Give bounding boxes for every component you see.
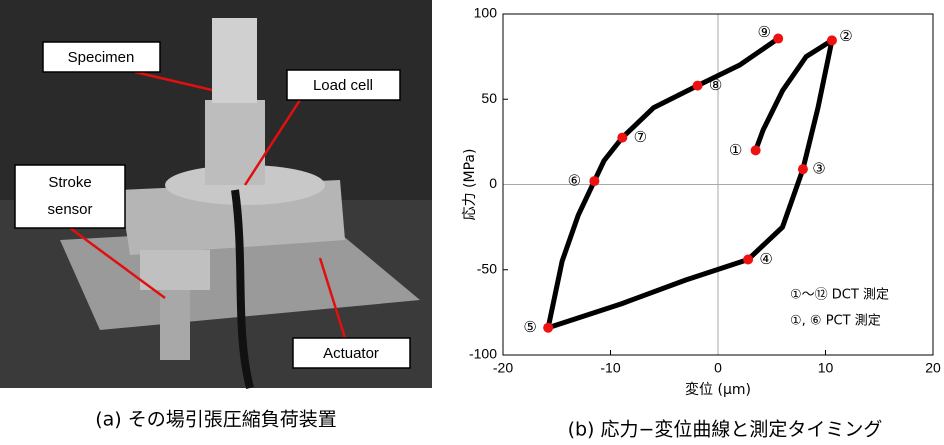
marker bbox=[543, 323, 553, 333]
photo-label: sensor bbox=[47, 201, 92, 218]
marker-label: ⑥ bbox=[568, 172, 581, 190]
marker bbox=[743, 255, 753, 265]
sensor-post bbox=[160, 290, 190, 360]
photo-label: Actuator bbox=[323, 345, 379, 362]
y-tick-label: 0 bbox=[489, 175, 497, 191]
y-tick-label: 50 bbox=[481, 90, 497, 106]
caption: (a) その場引張圧縮負荷装置 bbox=[95, 409, 337, 431]
marker bbox=[798, 164, 808, 174]
photo-label: Load cell bbox=[313, 77, 373, 94]
y-tick-label: -50 bbox=[477, 260, 497, 276]
marker-label: ③ bbox=[812, 160, 825, 178]
marker-label: ① bbox=[729, 141, 742, 159]
caption: (b) 応力−変位曲線と測定タイミング bbox=[568, 419, 883, 441]
specimen-holder bbox=[212, 18, 257, 103]
x-axis-label: 変位 (μm) bbox=[685, 381, 751, 398]
marker bbox=[751, 145, 761, 155]
annotation: ①, ⑥ PCT 測定 bbox=[790, 314, 881, 329]
x-tick-label: 10 bbox=[818, 360, 834, 376]
column bbox=[205, 100, 265, 185]
x-tick-label: 0 bbox=[714, 360, 722, 376]
stroke-sensor bbox=[140, 250, 210, 290]
marker bbox=[827, 35, 837, 45]
marker-label: ⑨ bbox=[757, 23, 770, 41]
marker bbox=[693, 81, 703, 91]
marker-label: ⑦ bbox=[634, 128, 647, 146]
marker-label: ⑤ bbox=[523, 318, 536, 336]
marker bbox=[773, 34, 783, 44]
photo: Specimen Load cell Stroke sensor Actuato… bbox=[0, 0, 432, 388]
marker-label: ② bbox=[839, 27, 852, 45]
x-tick-label: 20 bbox=[925, 360, 941, 376]
photo-label: Stroke bbox=[48, 174, 91, 191]
marker bbox=[589, 176, 599, 186]
y-tick-label: -100 bbox=[469, 346, 497, 362]
figure: Specimen Load cell Stroke sensor Actuato… bbox=[0, 0, 944, 441]
y-tick-label: 100 bbox=[474, 5, 498, 21]
marker bbox=[617, 133, 627, 143]
marker-label: ⑧ bbox=[709, 76, 722, 94]
x-tick-label: -20 bbox=[493, 360, 513, 376]
marker-label: ④ bbox=[759, 250, 772, 268]
photo-label: Specimen bbox=[68, 49, 135, 66]
annotation: ①〜⑫ DCT 測定 bbox=[790, 288, 889, 303]
x-tick-label: -10 bbox=[600, 360, 620, 376]
y-axis-label: 応力 (MPa) bbox=[462, 149, 478, 221]
